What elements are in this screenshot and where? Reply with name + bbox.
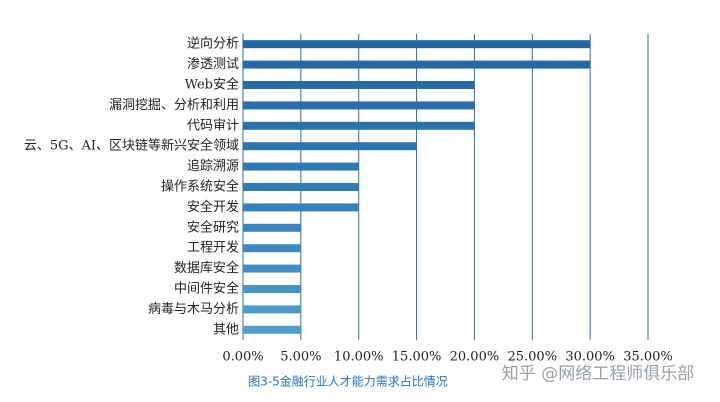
bar bbox=[243, 40, 591, 49]
bar bbox=[243, 81, 475, 89]
y-tick-label: 代码审计 bbox=[187, 118, 239, 133]
y-tick-label: 安全研究 bbox=[187, 219, 239, 235]
bar bbox=[243, 244, 301, 253]
y-tick-label: 逆向分析 bbox=[187, 36, 239, 52]
bar bbox=[243, 203, 359, 212]
bar bbox=[243, 305, 301, 314]
bar bbox=[243, 285, 301, 293]
x-tick-label: 5.00% bbox=[280, 350, 321, 365]
y-tick-label: 渗透测试 bbox=[187, 57, 239, 72]
y-tick-label: 追踪溯源 bbox=[187, 158, 239, 174]
y-tick-label: 操作系统安全 bbox=[161, 179, 239, 195]
y-tick-label: 云、5G、AI、区块链等新兴安全领域 bbox=[24, 138, 239, 154]
bar bbox=[243, 183, 359, 191]
y-tick-label: Web安全 bbox=[185, 77, 239, 93]
x-tick-label: 20.00% bbox=[450, 350, 500, 365]
y-tick-label: 安全开发 bbox=[187, 199, 239, 215]
y-tick-label: 其他 bbox=[213, 322, 239, 337]
x-tick-label: 15.00% bbox=[392, 350, 442, 365]
caption: 图3-5金融行业人才能力需求占比情况 bbox=[248, 374, 448, 389]
bar bbox=[243, 162, 359, 171]
bar bbox=[243, 60, 591, 69]
y-tick-label: 漏洞挖掘、分析和利用 bbox=[109, 97, 239, 113]
bar bbox=[243, 142, 417, 151]
y-tick-label: 病毒与木马分析 bbox=[148, 302, 239, 317]
bar bbox=[243, 223, 301, 232]
y-tick-label: 中间件安全 bbox=[174, 281, 239, 297]
x-tick-label: 35.00% bbox=[623, 350, 673, 365]
watermark: 知乎 @网络工程师俱乐部 bbox=[502, 364, 694, 384]
bar bbox=[243, 325, 301, 334]
x-tick-label: 10.00% bbox=[334, 350, 384, 365]
bar bbox=[243, 264, 301, 273]
y-tick-label: 数据库安全 bbox=[174, 260, 239, 276]
x-tick-label: 30.00% bbox=[565, 350, 615, 365]
bar bbox=[243, 101, 475, 110]
x-tick-label: 25.00% bbox=[507, 350, 557, 365]
bar bbox=[243, 121, 475, 130]
y-tick-label: 工程开发 bbox=[187, 240, 239, 256]
x-tick-label: 0.00% bbox=[222, 350, 263, 365]
